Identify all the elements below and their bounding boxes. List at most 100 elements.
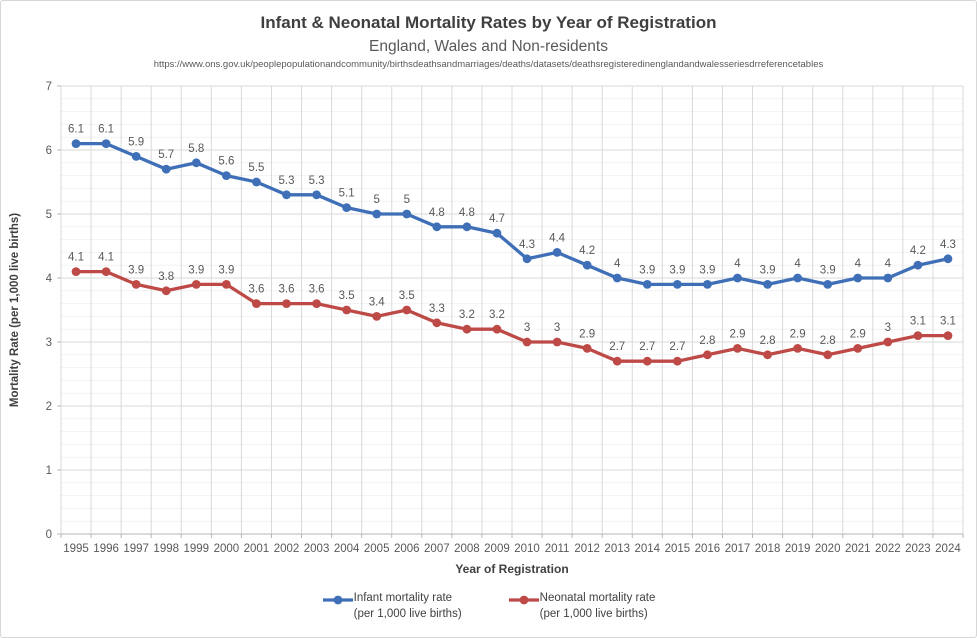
svg-text:2011: 2011 [545, 543, 570, 555]
svg-text:5.1: 5.1 [339, 188, 355, 200]
svg-text:1996: 1996 [93, 543, 119, 555]
svg-text:2015: 2015 [665, 543, 691, 555]
svg-text:4: 4 [614, 258, 621, 270]
legend-sublabel-neonatal: (per 1,000 live births) [539, 607, 648, 620]
svg-text:2023: 2023 [905, 543, 931, 555]
svg-text:2020: 2020 [815, 543, 841, 555]
svg-text:3.3: 3.3 [429, 303, 445, 315]
svg-text:5.5: 5.5 [248, 162, 264, 174]
svg-text:5: 5 [404, 194, 410, 206]
svg-text:3.9: 3.9 [188, 264, 204, 276]
svg-text:3.9: 3.9 [669, 264, 685, 276]
svg-text:1: 1 [46, 465, 52, 477]
svg-text:4: 4 [734, 258, 741, 270]
svg-text:3: 3 [524, 322, 530, 334]
svg-text:3.9: 3.9 [699, 264, 715, 276]
svg-text:2012: 2012 [574, 543, 600, 555]
svg-text:6.1: 6.1 [98, 124, 114, 136]
svg-text:5.8: 5.8 [188, 143, 204, 155]
svg-text:3: 3 [554, 322, 560, 334]
svg-text:2007: 2007 [424, 543, 450, 555]
svg-text:3.1: 3.1 [940, 316, 956, 328]
svg-text:2003: 2003 [304, 543, 330, 555]
source-url: https://www.ons.gov.uk/peoplepopulationa… [153, 59, 824, 70]
chart-subtitle: England, Wales and Non-residents [369, 38, 608, 55]
svg-text:2010: 2010 [514, 543, 540, 555]
svg-text:5.9: 5.9 [128, 136, 144, 148]
svg-text:3.6: 3.6 [248, 284, 264, 296]
svg-text:5: 5 [46, 209, 52, 221]
svg-text:1995: 1995 [63, 543, 89, 555]
svg-text:4.3: 4.3 [940, 239, 956, 251]
svg-text:6: 6 [46, 145, 52, 157]
svg-text:2.9: 2.9 [730, 328, 746, 340]
svg-text:3.5: 3.5 [339, 290, 355, 302]
svg-text:2.9: 2.9 [790, 328, 806, 340]
svg-text:3: 3 [46, 337, 52, 349]
svg-text:5: 5 [373, 194, 379, 206]
svg-text:2024: 2024 [935, 543, 961, 555]
svg-text:4.1: 4.1 [98, 252, 114, 264]
svg-text:0: 0 [46, 529, 52, 541]
svg-text:3.5: 3.5 [399, 290, 415, 302]
svg-text:5.7: 5.7 [158, 149, 174, 161]
svg-text:5.6: 5.6 [218, 156, 234, 168]
svg-text:2: 2 [46, 401, 52, 413]
legend-sublabel-infant: (per 1,000 live births) [353, 607, 462, 620]
svg-text:1999: 1999 [184, 543, 210, 555]
svg-text:4.7: 4.7 [489, 213, 505, 225]
svg-text:Year of Registration: Year of Registration [455, 562, 568, 576]
svg-text:1997: 1997 [123, 543, 149, 555]
svg-text:5.3: 5.3 [309, 175, 325, 187]
svg-text:2018: 2018 [755, 543, 781, 555]
svg-text:2013: 2013 [604, 543, 630, 555]
legend-entry-infant: Infant mortality rate (per 1,000 live bi… [322, 591, 462, 622]
svg-text:2002: 2002 [274, 543, 300, 555]
legend-entry-neonatal: Neonatal mortality rate (per 1,000 live … [508, 591, 655, 622]
svg-text:2.8: 2.8 [820, 335, 836, 347]
svg-text:3.1: 3.1 [910, 316, 926, 328]
svg-text:3.9: 3.9 [128, 264, 144, 276]
chart-title: Infant & Neonatal Mortality Rates by Yea… [260, 13, 717, 32]
svg-text:2016: 2016 [695, 543, 721, 555]
svg-text:Mortality Rate (per 1,000 live: Mortality Rate (per 1,000 live births) [9, 213, 21, 407]
svg-text:3.6: 3.6 [309, 284, 325, 296]
svg-text:4: 4 [855, 258, 862, 270]
svg-text:4.8: 4.8 [429, 207, 445, 219]
svg-text:2.8: 2.8 [699, 335, 715, 347]
svg-text:2006: 2006 [394, 543, 420, 555]
svg-text:3.4: 3.4 [369, 296, 386, 308]
svg-text:2008: 2008 [454, 543, 480, 555]
svg-text:4.3: 4.3 [519, 239, 535, 251]
svg-text:2022: 2022 [875, 543, 901, 555]
svg-text:2005: 2005 [364, 543, 390, 555]
svg-text:4.2: 4.2 [910, 245, 926, 257]
svg-text:3: 3 [885, 322, 891, 334]
svg-text:2004: 2004 [334, 543, 360, 555]
svg-text:3.6: 3.6 [279, 284, 295, 296]
neonatal-series-line-marker-icon [508, 595, 539, 605]
svg-text:4.1: 4.1 [68, 252, 84, 264]
svg-text:2001: 2001 [244, 543, 270, 555]
svg-text:4.8: 4.8 [459, 207, 475, 219]
svg-text:2.9: 2.9 [579, 328, 595, 340]
svg-text:2.7: 2.7 [669, 341, 685, 353]
svg-text:2021: 2021 [845, 543, 871, 555]
svg-text:2019: 2019 [785, 543, 811, 555]
infant-series-line-marker-icon [322, 595, 353, 605]
svg-text:7: 7 [46, 81, 52, 93]
svg-text:3.9: 3.9 [639, 264, 655, 276]
svg-text:2.7: 2.7 [609, 341, 625, 353]
svg-text:2.9: 2.9 [850, 328, 866, 340]
svg-text:3.8: 3.8 [158, 271, 174, 283]
svg-text:1998: 1998 [153, 543, 179, 555]
svg-text:3.2: 3.2 [489, 309, 505, 321]
svg-text:2017: 2017 [725, 543, 751, 555]
svg-text:4.2: 4.2 [579, 245, 595, 257]
svg-text:2000: 2000 [214, 543, 240, 555]
svg-text:3.9: 3.9 [820, 264, 836, 276]
svg-text:6.1: 6.1 [68, 124, 84, 136]
svg-text:3.9: 3.9 [218, 264, 234, 276]
svg-text:4.4: 4.4 [549, 232, 566, 244]
